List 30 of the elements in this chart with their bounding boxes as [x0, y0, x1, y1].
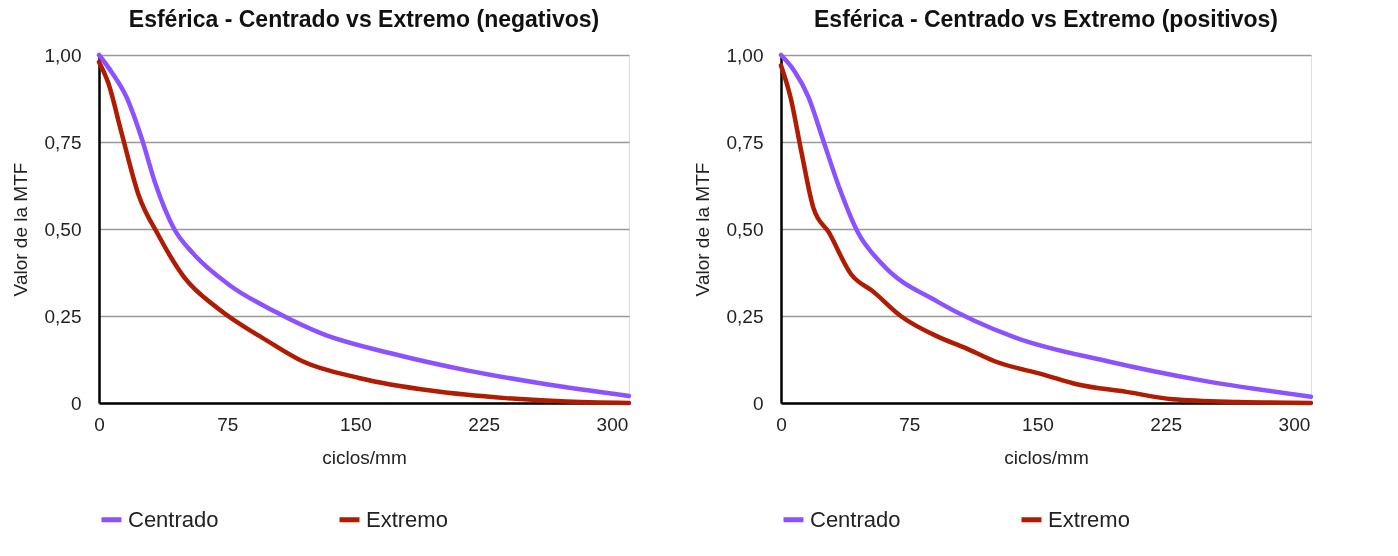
- y-tick-label: 0,75: [44, 131, 82, 153]
- x-tick-label: 300: [596, 413, 629, 435]
- chart-title: Esférica - Centrado vs Extremo (negativos): [128, 6, 600, 32]
- chart-title: Esférica - Centrado vs Extremo (positivos): [814, 6, 1278, 32]
- x-tick-label: 75: [899, 413, 921, 435]
- legend-label: Extremo: [366, 506, 448, 532]
- x-axis-title: ciclos/mm: [322, 446, 407, 468]
- x-tick-label: 75: [217, 413, 239, 435]
- legend-label: Centrado: [810, 506, 901, 532]
- x-tick-label: 225: [1150, 413, 1183, 435]
- y-tick-label: 0,75: [726, 131, 764, 153]
- legend-label: Centrado: [128, 506, 219, 532]
- y-tick-label: 1,00: [44, 44, 82, 66]
- y-tick-label: 1,00: [726, 44, 764, 66]
- x-tick-label: 150: [1022, 413, 1054, 435]
- x-tick-label: 150: [340, 413, 372, 435]
- y-tick-label: 0,50: [726, 218, 764, 240]
- y-tick-label: 0,25: [44, 305, 82, 327]
- legend-label: Extremo: [1048, 506, 1130, 532]
- x-tick-label: 0: [776, 413, 787, 435]
- y-axis-title: Valor de la MTF: [9, 162, 31, 297]
- y-tick-label: 0,25: [726, 305, 764, 327]
- y-tick-label: 0: [752, 392, 764, 414]
- y-axis-title: Valor de la MTF: [691, 162, 713, 297]
- x-tick-label: 225: [468, 413, 501, 435]
- y-tick-label: 0,50: [44, 218, 82, 240]
- x-tick-label: 300: [1278, 413, 1311, 435]
- y-tick-label: 0: [70, 392, 82, 414]
- x-tick-label: 0: [94, 413, 105, 435]
- x-axis-title: ciclos/mm: [1004, 446, 1089, 468]
